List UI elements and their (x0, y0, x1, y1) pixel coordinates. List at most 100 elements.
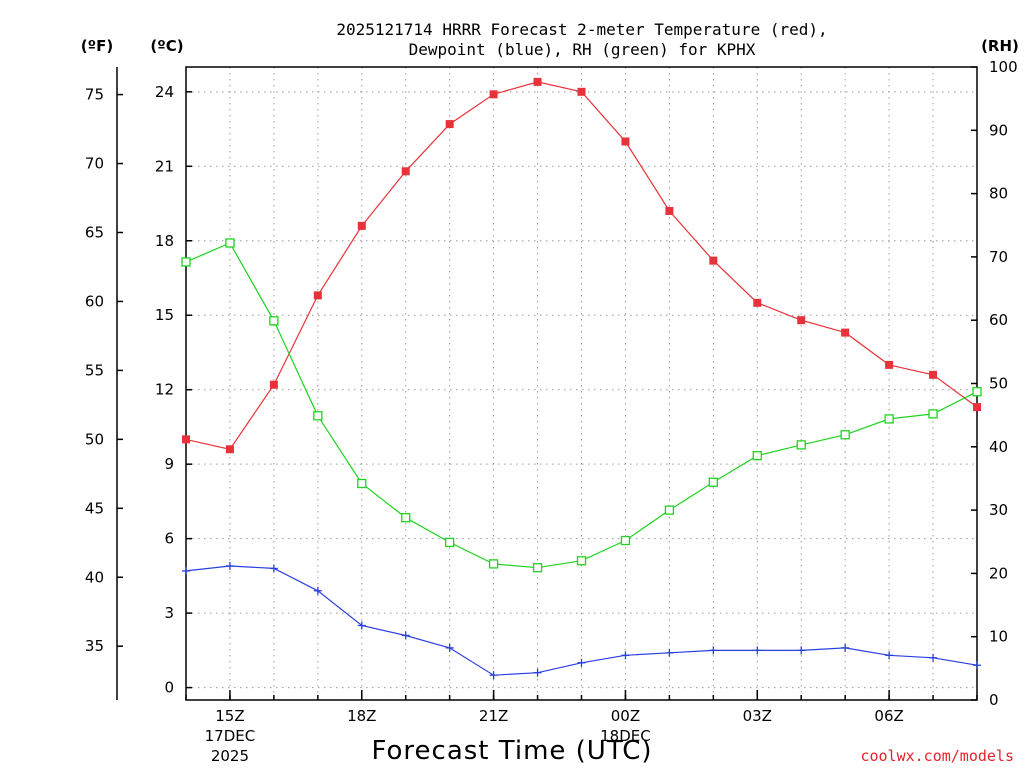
data-point-temperature (357, 221, 366, 230)
celsius-unit-label: (ºC) (150, 37, 183, 55)
data-point-dewpoint (709, 646, 718, 655)
chart-title-line-2: Dewpoint (blue), RH (green) for KPHX (409, 40, 756, 59)
series-2-meter-temperature (182, 77, 981, 454)
x-tick-label: 21Z (479, 707, 508, 725)
rh-tick-label: 100 (989, 58, 1018, 76)
rh-tick-label: 10 (989, 628, 1008, 646)
x-tick-label: 18Z (347, 707, 376, 725)
data-point-temperature (533, 77, 542, 86)
data-point-temperature (885, 360, 894, 369)
data-point-temperature (489, 90, 498, 99)
series-dewpoint (182, 561, 981, 680)
celsius-tick-label: 0 (164, 679, 174, 697)
rh-tick-label: 90 (989, 121, 1008, 139)
data-point-temperature (621, 137, 630, 146)
credit-text: coolwx.com/models (860, 747, 1014, 765)
series-rh (181, 238, 982, 573)
data-point-temperature (973, 403, 981, 412)
data-point-rh (532, 563, 543, 573)
data-point-rh (752, 451, 762, 461)
rh-tick-label: 20 (989, 564, 1008, 582)
data-point-temperature (182, 435, 190, 444)
data-point-rh (313, 411, 323, 421)
celsius-tick-label: 24 (155, 83, 174, 101)
series-line (185, 242, 978, 569)
rh-tick-label: 30 (989, 501, 1008, 519)
celsius-tick-label: 18 (155, 232, 174, 250)
grid (186, 67, 977, 700)
x-tick-date-label: 18DEC (600, 727, 651, 745)
rh-tick-label: 60 (989, 311, 1008, 329)
data-point-dewpoint (269, 564, 278, 573)
data-point-dewpoint (665, 648, 674, 657)
data-point-rh (972, 387, 982, 397)
fahrenheit-tick-label: 55 (85, 361, 104, 379)
x-tick-label: 03Z (743, 707, 772, 725)
data-point-rh (620, 535, 631, 546)
plot-frame (185, 66, 978, 701)
data-point-dewpoint (797, 646, 806, 655)
celsius-tick-label: 15 (155, 306, 174, 324)
rh-tick-label: 40 (989, 438, 1008, 456)
fahrenheit-tick-label: 75 (85, 86, 104, 104)
fahrenheit-tick-label: 45 (85, 499, 104, 517)
data-point-rh (181, 257, 191, 267)
fahrenheit-tick-label: 40 (85, 568, 104, 586)
data-point-temperature (313, 291, 322, 300)
rh-tick-label: 0 (989, 691, 999, 709)
data-point-dewpoint (225, 561, 234, 570)
fahrenheit-tick-label: 60 (85, 292, 104, 310)
data-point-dewpoint (577, 658, 586, 667)
data-point-temperature (797, 316, 806, 325)
axes: 35 40 45 50 55 60 65 70 75 0 3 6 9 12 15 18 21 24 0 10 20 30 4… (85, 58, 1018, 765)
data-point-dewpoint (973, 661, 981, 670)
data-point-rh (664, 505, 675, 515)
data-point-temperature (665, 206, 674, 215)
data-point-dewpoint (182, 566, 190, 575)
data-point-temperature (841, 328, 850, 337)
x-tick-label: 06Z (874, 707, 903, 725)
fahrenheit-tick-label: 65 (85, 223, 104, 241)
data-point-temperature (709, 256, 718, 265)
celsius-tick-label: 9 (164, 455, 174, 473)
x-tick-date-label: 17DEC (205, 727, 256, 745)
chart-title-line-1: 2025121714 HRRR Forecast 2-meter Tempera… (336, 20, 827, 39)
data-point-rh (401, 513, 411, 523)
plot-border (185, 66, 978, 701)
data-point-dewpoint (841, 643, 850, 652)
data-point-dewpoint (929, 653, 938, 662)
rh-tick-label: 70 (989, 248, 1008, 266)
data-point-temperature (269, 380, 278, 389)
celsius-tick-label: 3 (164, 604, 174, 622)
data-point-rh (269, 316, 279, 326)
data-point-rh (225, 238, 235, 248)
data-point-dewpoint (533, 668, 542, 677)
data-point-rh (357, 478, 367, 489)
fahrenheit-tick-label: 50 (85, 430, 104, 448)
data-point-dewpoint (357, 621, 366, 630)
data-point-rh (708, 477, 718, 487)
celsius-tick-label: 6 (164, 530, 174, 548)
fahrenheit-tick-label: 35 (85, 637, 104, 655)
data-point-rh (928, 409, 938, 419)
x-tick-year-label: 2025 (211, 747, 249, 765)
data-point-temperature (929, 370, 938, 379)
x-tick-label: 00Z (611, 707, 640, 725)
x-axis-title: Forecast Time (UTC) (371, 736, 652, 766)
fahrenheit-unit-label: (ºF) (81, 37, 113, 55)
x-tick-label: 15Z (215, 707, 244, 725)
data-point-dewpoint (445, 643, 454, 652)
data-point-dewpoint (621, 651, 630, 660)
celsius-tick-label: 12 (155, 381, 174, 399)
data-point-dewpoint (885, 651, 894, 660)
rh-tick-label: 80 (989, 185, 1008, 203)
rh-unit-label: (RH) (981, 37, 1019, 55)
series-layer (181, 77, 982, 680)
data-point-rh (840, 430, 850, 440)
data-point-temperature (753, 298, 762, 307)
rh-tick-label: 50 (989, 375, 1008, 393)
data-point-rh (576, 556, 587, 566)
data-point-dewpoint (401, 631, 410, 640)
data-point-dewpoint (753, 646, 762, 655)
data-point-rh (796, 440, 806, 450)
